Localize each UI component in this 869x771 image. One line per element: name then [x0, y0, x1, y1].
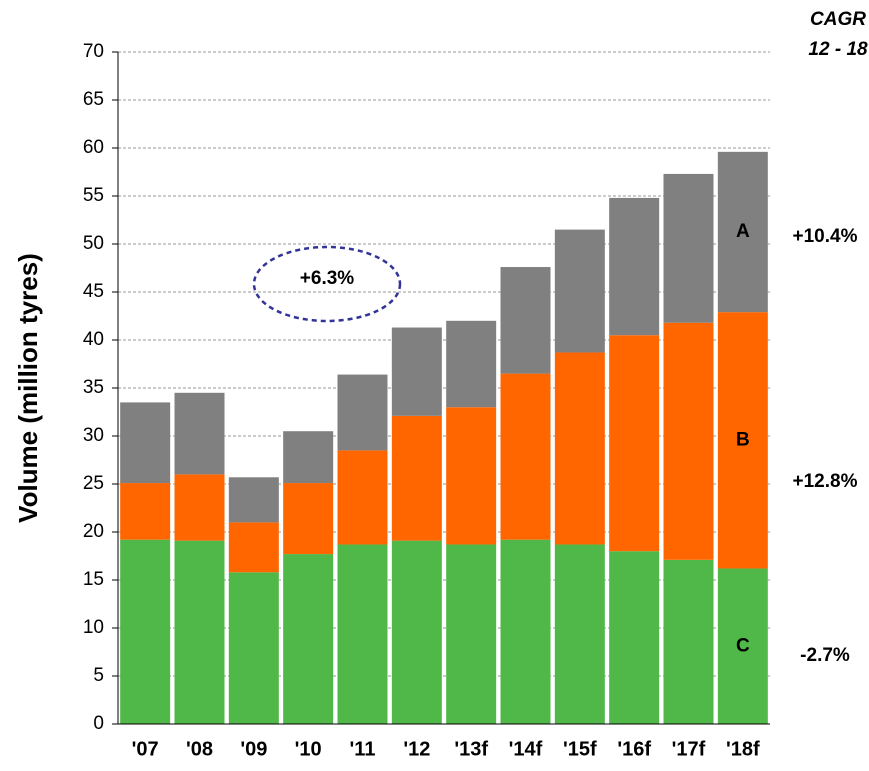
bar-segment	[174, 474, 225, 541]
bar-segment	[283, 483, 334, 555]
y-tick-label: 20	[83, 521, 104, 542]
y-tick-label: 45	[83, 281, 104, 302]
y-tick-label: 60	[83, 137, 104, 158]
bar-segment	[391, 415, 442, 541]
bar-segment	[228, 572, 279, 724]
y-tick-label: 25	[83, 473, 104, 494]
bar-segment	[120, 402, 171, 484]
bar-segment	[609, 551, 660, 724]
bar-segment	[717, 568, 768, 724]
bar-segment	[391, 327, 442, 416]
x-tick-label: '14f	[509, 738, 543, 760]
x-tick-label: '13f	[454, 738, 488, 760]
bar-segment	[717, 312, 768, 569]
bar-segment	[500, 539, 551, 724]
series-label: C	[736, 635, 750, 656]
bar-segment	[120, 539, 171, 724]
annotation: +6.3%	[300, 268, 355, 289]
y-tick-label: 70	[83, 41, 104, 62]
bar-segment	[717, 151, 768, 313]
bar-segment	[446, 320, 497, 408]
y-tick-label: 65	[83, 89, 104, 110]
x-tick-label: '16f	[617, 738, 651, 760]
bar-segment	[663, 559, 714, 724]
bar-segment	[174, 392, 225, 475]
bar-segment	[500, 373, 551, 540]
x-tick-label: '07	[132, 738, 159, 760]
y-tick-label: 15	[83, 569, 104, 590]
bar-segment	[391, 540, 442, 724]
y-tick-label: 0	[93, 713, 104, 734]
bar-segment	[283, 554, 334, 724]
y-tick-label: 10	[83, 617, 104, 638]
bar-segment	[120, 483, 171, 540]
bar-segment	[337, 450, 388, 545]
bar-segment	[283, 431, 334, 484]
y-tick-label: 35	[83, 377, 104, 398]
x-tick-label: '18f	[726, 738, 760, 760]
y-tick-label: 5	[93, 665, 104, 686]
bar-segment	[554, 229, 605, 353]
y-tick-label: 50	[83, 233, 104, 254]
x-tick-label: '15f	[563, 738, 597, 760]
series-label: A	[736, 221, 750, 242]
annotation-ellipse	[252, 245, 402, 323]
y-tick-label: 40	[83, 329, 104, 350]
cagr-value: +12.8%	[793, 471, 858, 492]
cagr-header: CAGR	[810, 9, 866, 30]
x-tick-label: '09	[240, 738, 267, 760]
y-axis-label: Volume (million tyres)	[13, 253, 43, 523]
x-tick-label: '11	[350, 738, 376, 760]
bar-segment	[663, 173, 714, 323]
bar-segment	[663, 322, 714, 560]
x-tick-label: '10	[295, 738, 322, 760]
bar-segment	[337, 544, 388, 724]
x-tick-label: '08	[186, 738, 213, 760]
bar-segment	[228, 477, 279, 523]
x-tick-label: '17f	[672, 738, 706, 760]
y-tick-label: 55	[83, 185, 104, 206]
y-tick-label: 30	[83, 425, 104, 446]
bar-segment	[609, 197, 660, 336]
bar-segment	[446, 407, 497, 545]
cagr-header: 12 - 18	[808, 39, 868, 60]
x-tick-label: '12	[403, 738, 430, 760]
bar-segment	[228, 522, 279, 573]
bar-segment	[446, 544, 497, 724]
cagr-value: -2.7%	[800, 645, 850, 666]
bar-segment	[174, 540, 225, 724]
bar-segment	[337, 374, 388, 451]
bar-segment	[554, 544, 605, 724]
series-label: B	[736, 429, 750, 450]
bar-segment	[609, 335, 660, 552]
bar-segment	[554, 352, 605, 545]
cagr-value: +10.4%	[793, 226, 858, 247]
bar-segment	[500, 267, 551, 374]
